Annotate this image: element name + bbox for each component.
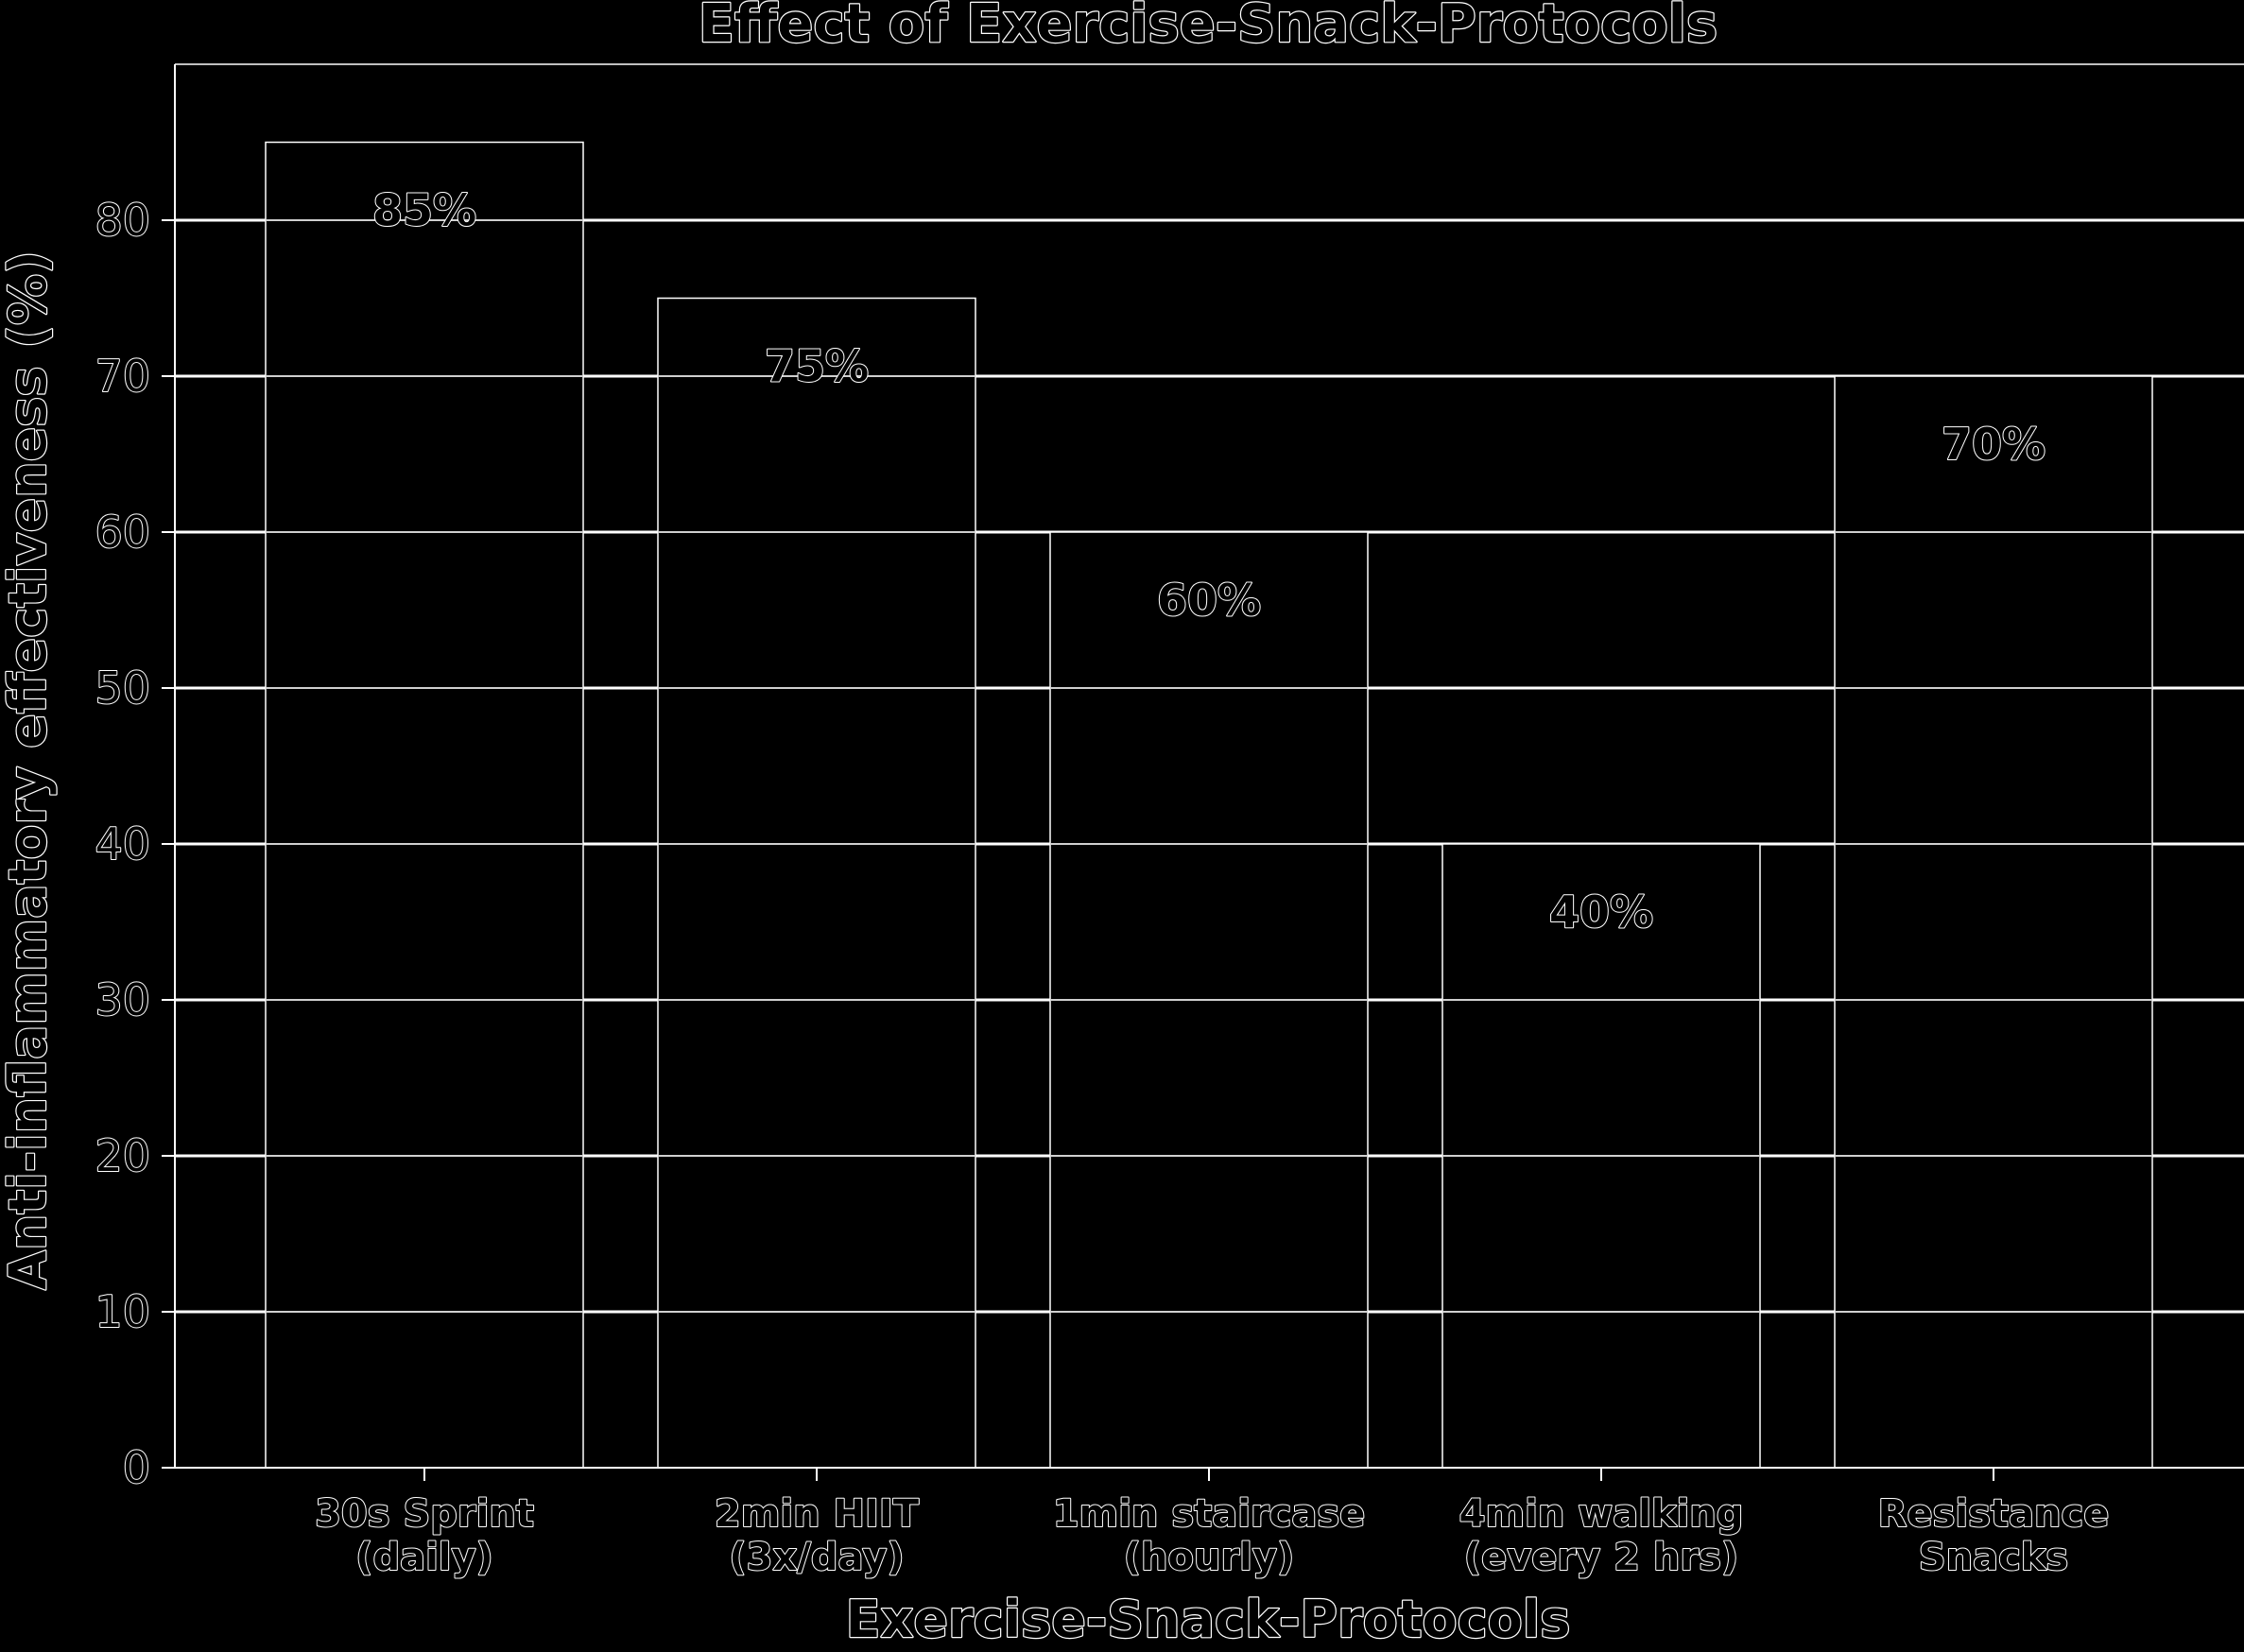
category-label: 4min walking: [1459, 1492, 1744, 1536]
category-label: Resistance: [1878, 1492, 2110, 1536]
category-label: (hourly): [1124, 1536, 1295, 1579]
bars: [265, 141, 2153, 1469]
category-label: 1min staircase: [1053, 1492, 1366, 1536]
category-label: (daily): [355, 1536, 493, 1579]
category-label: 2min HIIT: [715, 1492, 920, 1536]
data-label: 85%: [372, 185, 476, 236]
category-label: (3x/day): [729, 1536, 904, 1579]
y-axis-title: Anti-inflammatory effectiveness (%): [0, 250, 58, 1290]
chart-title: Effect of Exercise-Snack-Protocols: [699, 0, 1718, 55]
axes: 0 10 20 30 40 50 60 70 80 30s Sprint(daily) 2min H…: [94, 63, 2244, 1580]
bar: [265, 141, 584, 1469]
y-tick-label: 80: [95, 195, 150, 246]
x-axis-title: Exercise-Snack-Protocols: [846, 1590, 1571, 1649]
data-label: 75%: [765, 341, 869, 392]
y-tick-label: 10: [95, 1286, 150, 1337]
category-label: 30s Sprint: [315, 1492, 534, 1536]
category-label: Snacks: [1919, 1536, 2068, 1579]
y-tick-label: 70: [95, 351, 150, 402]
category-label: (every 2 hrs): [1464, 1536, 1738, 1579]
data-label: 70%: [1942, 419, 2045, 470]
y-tick-label: 40: [95, 818, 150, 869]
bar: [1834, 375, 2153, 1469]
y-tick-label: 20: [95, 1130, 150, 1181]
data-label: 40%: [1549, 886, 1653, 938]
y-tick-label: 50: [95, 663, 150, 714]
y-tick-label: 30: [95, 974, 150, 1025]
y-tick-label: 0: [123, 1442, 150, 1493]
data-label: 60%: [1157, 575, 1261, 626]
y-tick-label: 60: [95, 507, 150, 558]
bar: [657, 297, 976, 1469]
data-labels: 85% 75% 60% 40% 70%: [371, 184, 2046, 939]
